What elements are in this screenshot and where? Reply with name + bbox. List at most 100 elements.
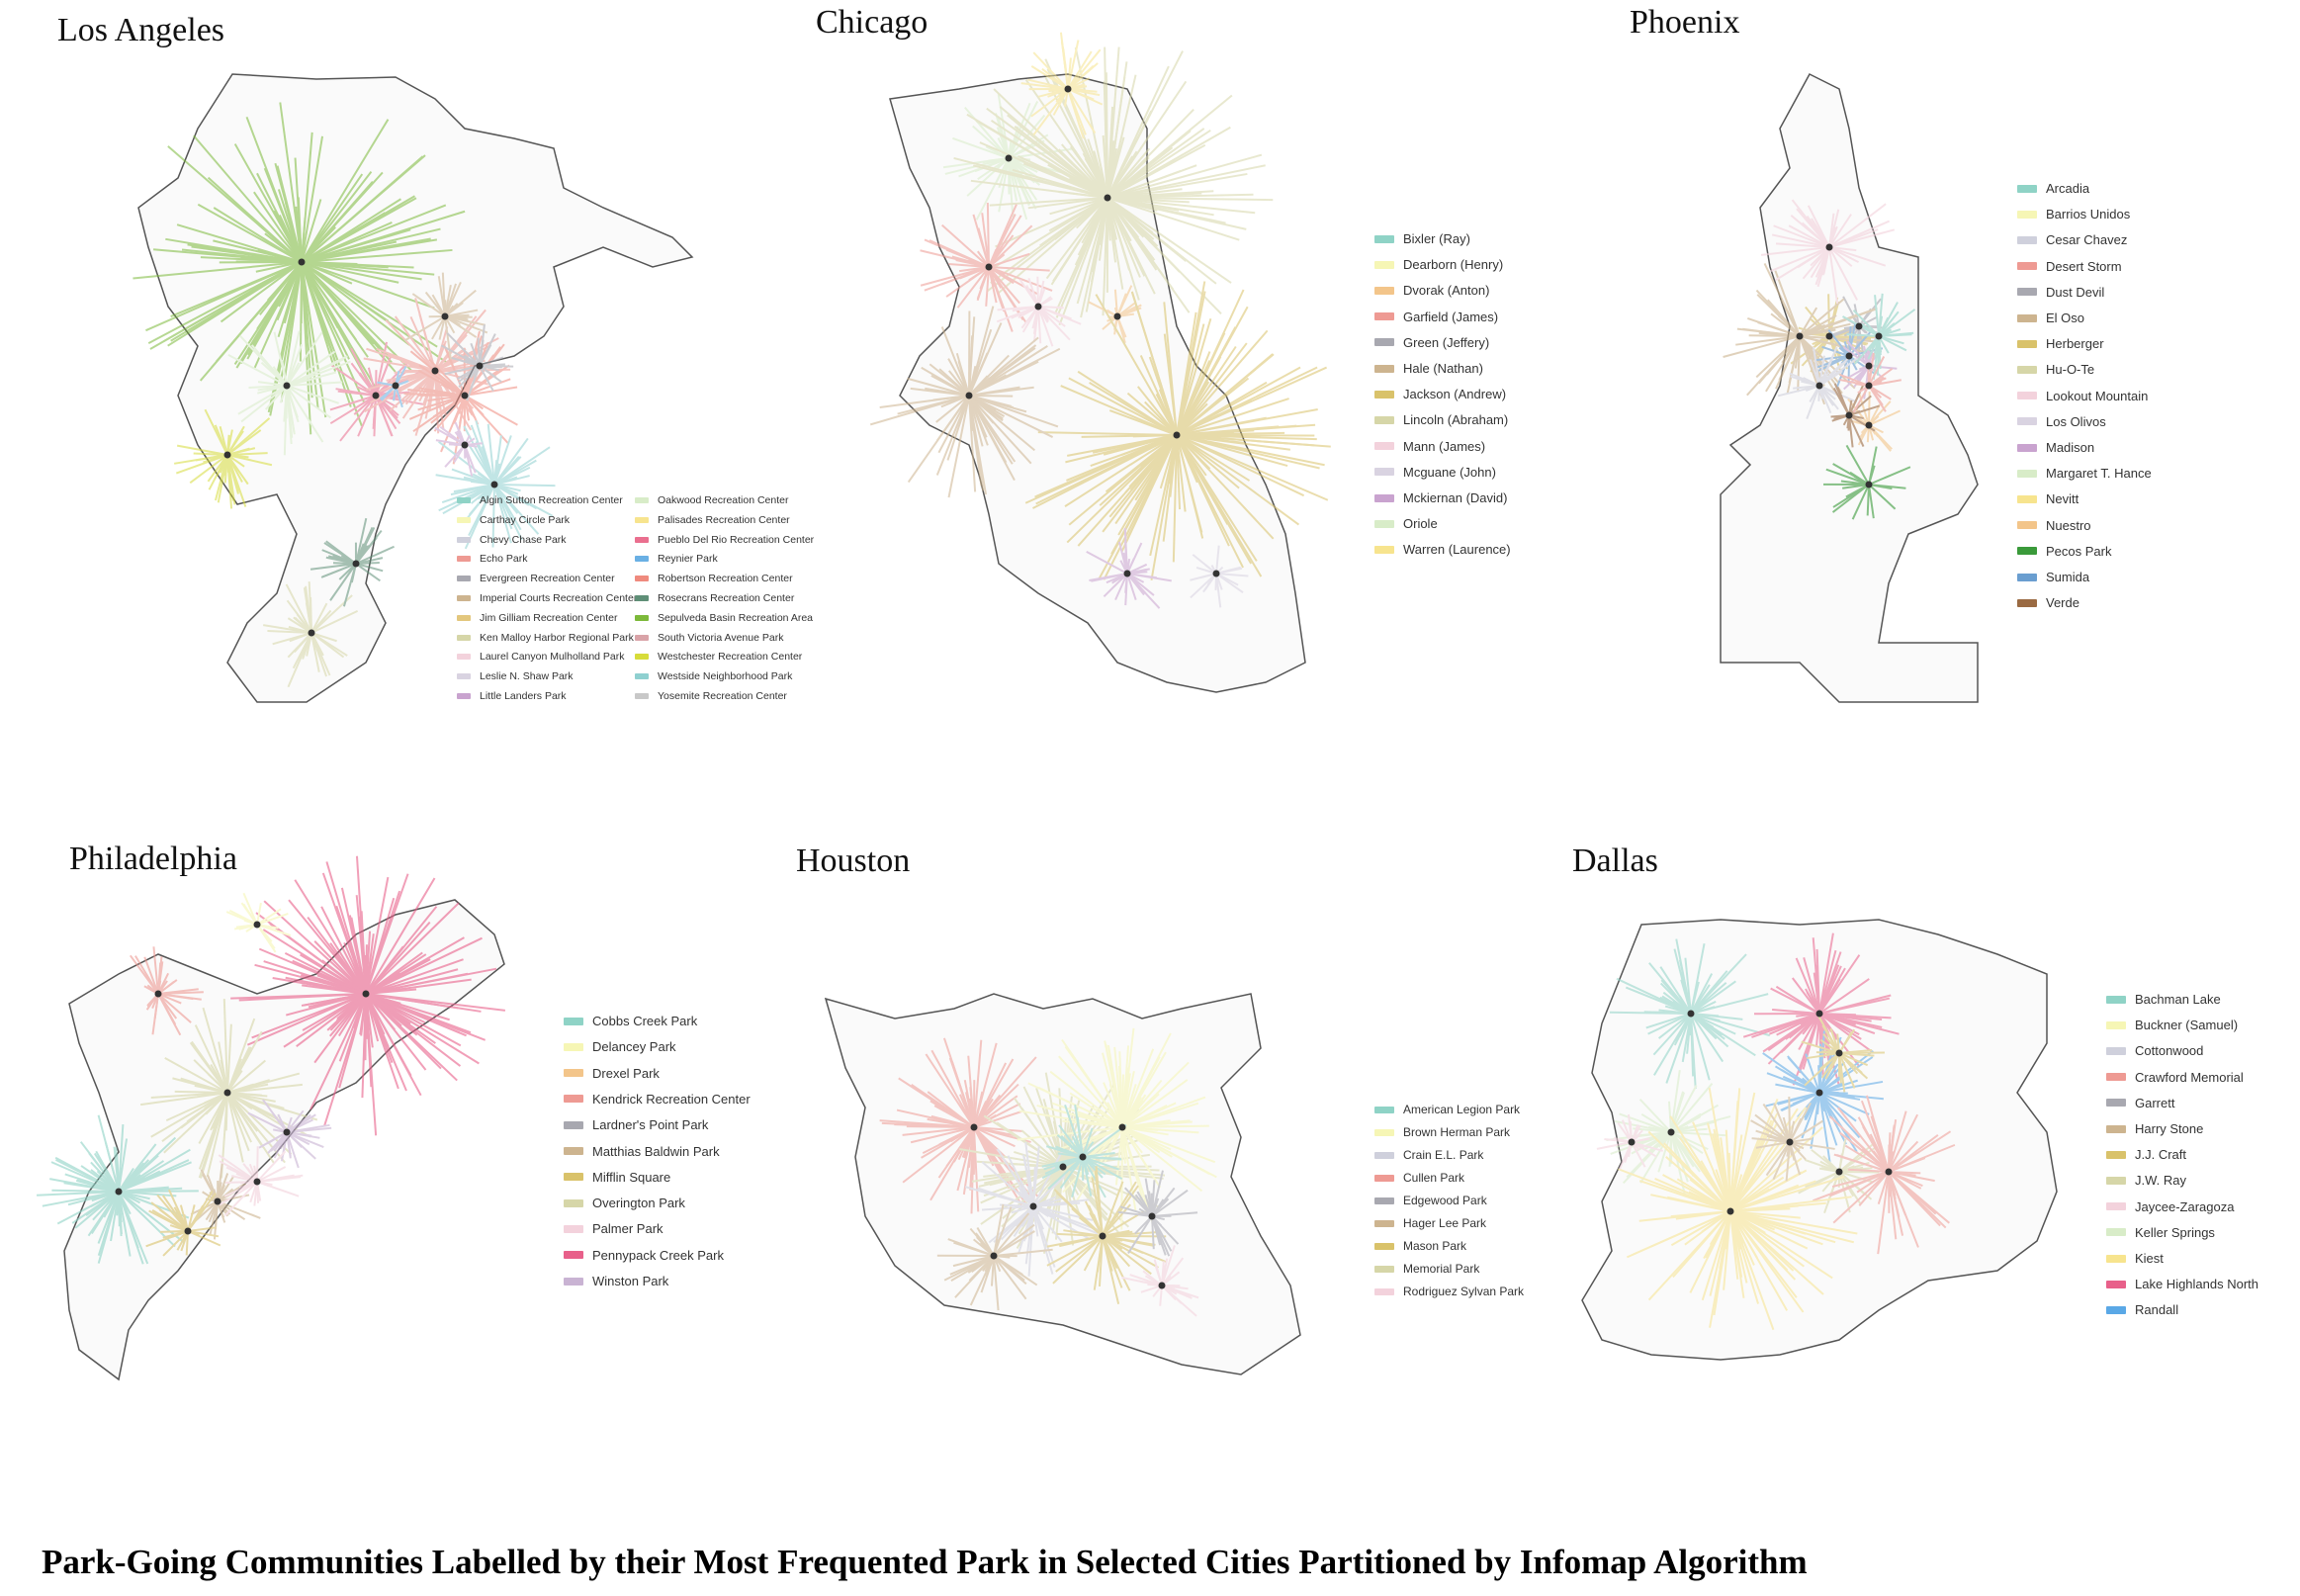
community-link-1 (1652, 1013, 1692, 1056)
community-link-13 (1805, 1053, 1820, 1094)
community-lines (37, 855, 506, 1265)
community-link-8 (174, 1090, 228, 1094)
community-link-4 (948, 263, 990, 268)
community-link-10 (307, 916, 367, 995)
legend-los-angeles: Algin Sutton Recreation Center Carthay Ci… (457, 494, 833, 712)
park-point (1212, 570, 1220, 577)
community-link-6 (968, 395, 1017, 463)
legend-swatch (564, 1069, 583, 1078)
legend-label: Reynier Park (658, 553, 718, 566)
community-link-11 (1126, 573, 1137, 601)
community-link-7 (1095, 294, 1178, 436)
community-link-10 (230, 993, 367, 1000)
community-link-14 (375, 395, 398, 419)
community-link-7 (1066, 434, 1178, 482)
legend-swatch (2017, 313, 2037, 322)
legend-label: Nevitt (2046, 491, 2079, 507)
community-link-1 (1071, 1156, 1084, 1198)
legend-item: Crain E.L. Park (1374, 1148, 1483, 1162)
legend-item: Desert Storm (2017, 259, 2122, 274)
legend-label: Bixler (Ray) (1403, 231, 1470, 246)
city-title-phoenix: Phoenix (1630, 4, 1740, 41)
community-link-12 (272, 366, 288, 387)
legend-dallas: Bachman Lake Buckner (Samuel) Cottonwood Cr… (2106, 992, 2294, 1338)
legend-item: Garfield (James) (1374, 310, 1498, 324)
community-link-8 (226, 1046, 252, 1094)
community-link-7 (1176, 323, 1205, 436)
community-link-6 (431, 315, 446, 340)
community-link-11 (1729, 1210, 1809, 1250)
community-link-5 (1151, 1215, 1155, 1250)
legend-swatch (457, 634, 471, 641)
park-point (1835, 1049, 1843, 1057)
community-link-7 (1176, 434, 1258, 562)
community-link-7 (1176, 434, 1204, 539)
community-link-2 (1121, 1126, 1211, 1176)
park-point (1104, 194, 1111, 202)
community-link-8 (310, 632, 337, 643)
community-link-10 (320, 906, 367, 995)
community-link-8 (978, 1166, 1064, 1188)
community-link-8 (1106, 74, 1137, 199)
community-link-16 (409, 350, 466, 397)
community-link-8 (288, 625, 312, 634)
community-link-7 (1102, 1235, 1159, 1269)
community-link-7 (187, 1226, 217, 1232)
community-link-7 (1801, 1040, 1840, 1054)
community-link-8 (1106, 106, 1114, 199)
community-link-6 (1754, 1113, 1791, 1143)
community-link-5 (479, 324, 486, 367)
community-link-6 (993, 1255, 1027, 1300)
legend-item: Dvorak (Anton) (1374, 283, 1489, 298)
community-link-8 (150, 1092, 228, 1138)
legend-label: Winston Park (592, 1274, 669, 1288)
legend-item: Barrios Unidos (2017, 207, 2130, 222)
community-link-8 (1106, 197, 1217, 285)
park-point (223, 1089, 231, 1097)
community-link-12 (1818, 1013, 1862, 1040)
community-link-8 (310, 632, 320, 672)
park-points (115, 921, 370, 1235)
legend-label: South Victoria Avenue Park (658, 631, 784, 644)
community-link-8 (310, 632, 324, 657)
legend-swatch (635, 497, 649, 503)
community-link-17 (321, 549, 357, 565)
community-link-18 (264, 232, 303, 263)
community-link-6 (947, 395, 970, 498)
community-link-1 (1616, 977, 1692, 1015)
community-link-8 (226, 1018, 256, 1094)
community-link-1 (118, 1143, 157, 1193)
community-link-8 (1106, 197, 1240, 241)
community-link-20 (226, 447, 256, 456)
community-link-5 (479, 356, 504, 367)
community-link-6 (1789, 1137, 1813, 1143)
legend-item: Los Olivos (2017, 414, 2106, 429)
community-link-9 (1032, 306, 1039, 342)
community-link-10 (1215, 573, 1222, 608)
community-link-10 (365, 993, 506, 1012)
community-link-12 (1008, 114, 1046, 159)
legend-item: Ken Malloy Harbor Regional Park (457, 632, 634, 644)
legend-swatch (457, 536, 471, 543)
community-link-7 (1102, 1235, 1123, 1288)
legend-swatch (1374, 1174, 1394, 1182)
community-link-8 (226, 1092, 318, 1121)
community-link-20 (176, 444, 228, 456)
community-link-4 (157, 993, 182, 1005)
community-link-7 (1176, 329, 1269, 436)
community-link-10 (365, 968, 459, 995)
community-link-11 (1091, 573, 1128, 582)
park-points (970, 1123, 1166, 1289)
community-link-6 (993, 1206, 1013, 1257)
legend-label: Mann (James) (1403, 438, 1486, 454)
community-link-1 (118, 1191, 150, 1200)
community-link-12 (964, 106, 1010, 159)
legend-swatch (635, 693, 649, 699)
legend-swatch (2017, 469, 2037, 478)
community-link-1 (1690, 1013, 1729, 1048)
community-link-10 (365, 958, 464, 995)
legend-phoenix: Arcadia Barrios Unidos Cesar Chavez Desert … (2017, 181, 2205, 616)
community-link-15 (1825, 468, 1870, 486)
community-link-21 (491, 484, 495, 548)
legend-swatch (457, 556, 471, 563)
